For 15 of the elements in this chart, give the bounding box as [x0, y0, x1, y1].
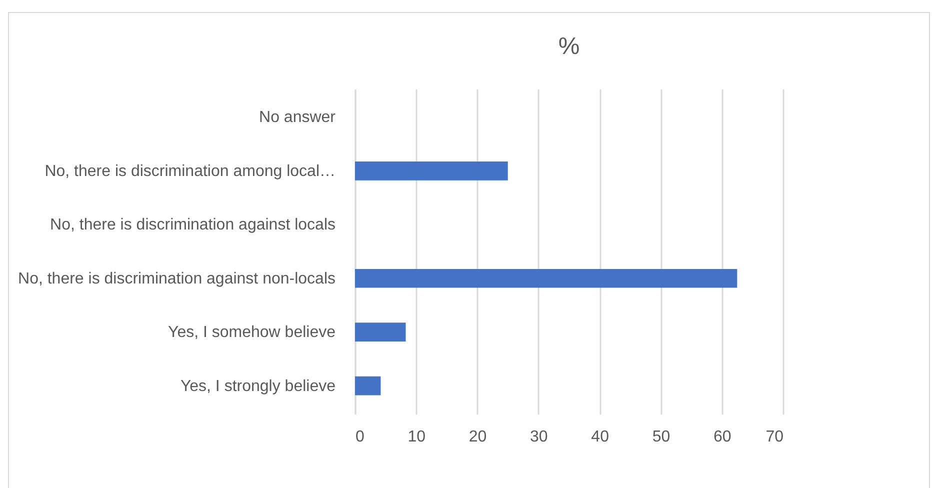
x-tick-label: 40 [591, 428, 610, 446]
y-tick-label: Yes, I somehow believe [168, 324, 336, 342]
y-tick-label: No, there is discrimination against non-locals [18, 270, 336, 288]
y-tick-label: Yes, I strongly believe [180, 378, 336, 395]
y-tick-label: No, there is discrimination among local… [44, 162, 336, 180]
x-tick-label: 60 [713, 428, 732, 446]
x-tick-label: 0 [356, 428, 364, 446]
x-tick-label: 20 [468, 428, 487, 446]
x-tick-label: 50 [652, 428, 670, 446]
y-tick-label: No answer [259, 109, 336, 126]
x-tick-label: 10 [408, 428, 426, 446]
y-tick-label: No, there is discrimination against locals [50, 216, 336, 234]
x-tick-label: 30 [530, 428, 548, 446]
chart-title: % [558, 33, 580, 60]
x-tick-label: 70 [766, 428, 784, 446]
